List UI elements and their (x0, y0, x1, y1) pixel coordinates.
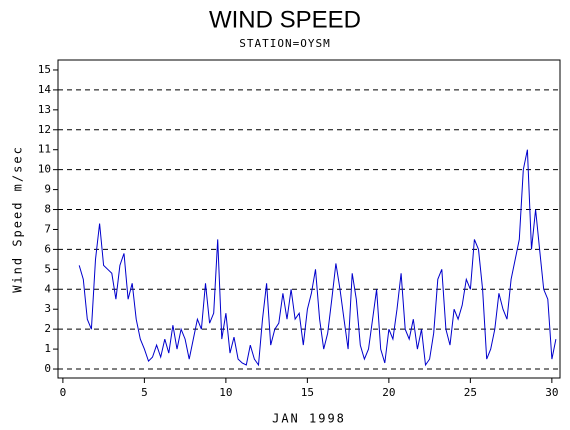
x-tick-label: 15 (301, 386, 314, 399)
y-tick-label: 13 (38, 103, 51, 116)
x-tick-label: 10 (219, 386, 232, 399)
y-tick-label: 0 (44, 362, 51, 375)
chart-title: WIND SPEED (209, 6, 361, 33)
x-tick-label: 30 (545, 386, 558, 399)
plot-frame (57, 59, 561, 379)
y-tick-label: 7 (44, 222, 51, 235)
y-tick-label: 10 (38, 163, 51, 176)
y-axis-label: Wind Speed m/sec (11, 145, 25, 293)
x-tick-label: 5 (141, 386, 148, 399)
y-tick-label: 1 (44, 342, 51, 355)
y-tick-label: 14 (38, 83, 52, 96)
y-tick-label: 9 (44, 183, 51, 196)
x-tick-label: 20 (382, 386, 395, 399)
y-tick-label: 2 (44, 322, 51, 335)
chart-subtitle: STATION=OYSM (239, 37, 330, 50)
x-tick-label: 0 (60, 386, 67, 399)
y-tick-label: 4 (44, 282, 51, 295)
x-axis-label: JAN 1998 (272, 412, 346, 426)
data-line (78, 149, 557, 367)
y-tick-label: 6 (44, 242, 51, 255)
x-tick-label: 25 (464, 386, 477, 399)
y-tick-label: 8 (44, 203, 51, 216)
y-tick-label: 5 (44, 262, 51, 275)
y-tick-label: 11 (38, 143, 51, 156)
y-tick-label: 15 (38, 63, 51, 76)
y-tick-label: 12 (38, 123, 51, 136)
y-tick-label: 3 (44, 302, 51, 315)
